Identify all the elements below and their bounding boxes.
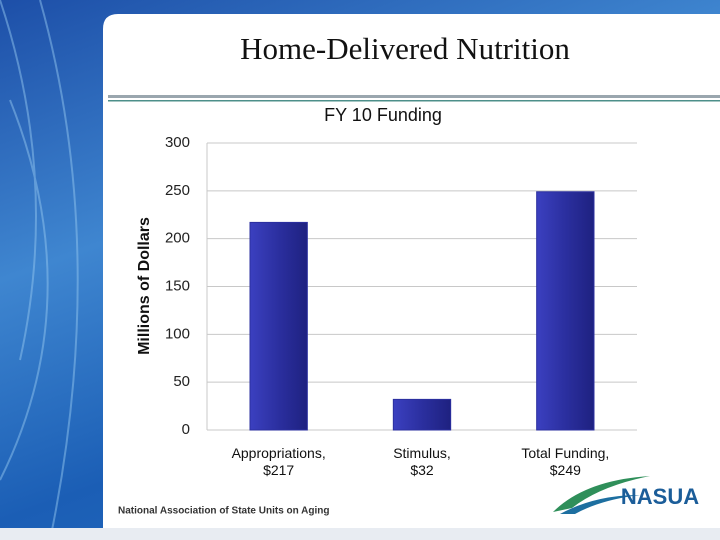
bar — [249, 221, 308, 431]
y-tick-label: 50 — [173, 373, 190, 390]
logo-text: NASUA — [621, 484, 699, 509]
y-tick-label: 150 — [165, 277, 190, 294]
chart-title: FY 10 Funding — [324, 105, 442, 125]
y-axis-title: Millions of Dollars — [136, 217, 153, 355]
decor-swirl — [0, 0, 79, 540]
title-rule-accent — [108, 100, 720, 102]
y-tick-label: 250 — [165, 182, 190, 199]
bottom-strip — [0, 528, 720, 540]
y-tick-label: 300 — [165, 134, 190, 151]
title-rule — [108, 95, 720, 98]
bar — [392, 398, 452, 431]
logo-swoosh — [560, 495, 640, 514]
bar — [536, 191, 595, 431]
y-tick-label: 100 — [165, 325, 190, 342]
slide-title: Home-Delivered Nutrition — [240, 31, 570, 66]
x-tick-label: Stimulus, $32 — [393, 445, 451, 478]
footer-text: National Association of State Units on A… — [118, 506, 330, 517]
x-tick-label: Appropriations, $217 — [231, 445, 326, 478]
y-tick-label: 0 — [182, 421, 190, 438]
y-tick-label: 200 — [165, 230, 190, 247]
logo-swoosh — [553, 476, 650, 512]
x-tick-label: Total Funding, $249 — [521, 445, 610, 478]
